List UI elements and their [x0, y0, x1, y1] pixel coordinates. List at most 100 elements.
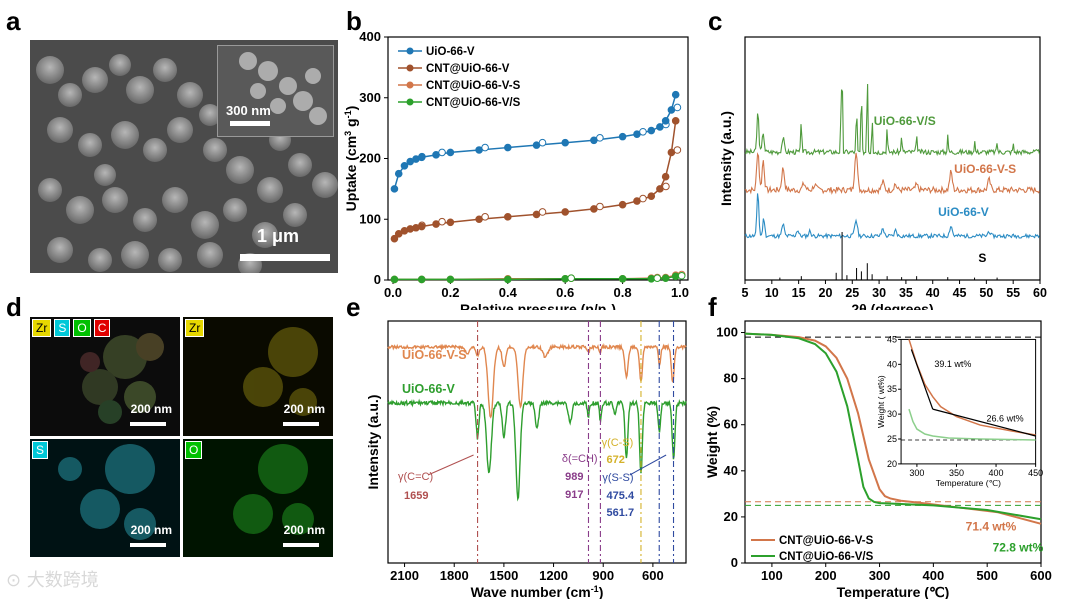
- x-tick-label: 30: [872, 286, 886, 300]
- data-point: [618, 274, 627, 283]
- y-tick-label: 80: [724, 371, 738, 386]
- data-point-desorption: [639, 194, 647, 203]
- series-label: UiO-66-V: [402, 382, 455, 396]
- data-point-desorption: [538, 208, 547, 216]
- eds-s-texture: [58, 444, 156, 540]
- eds-legend: S: [32, 441, 49, 459]
- y-tick-label: 200: [359, 151, 381, 166]
- y-tick-label: 100: [359, 211, 381, 226]
- x-tick-label: 0.6: [556, 285, 574, 300]
- xrd-pattern-uio66v: [744, 193, 1040, 240]
- annotation-arrow: [427, 454, 474, 476]
- y-axis-label: Intensity (a.u.): [718, 111, 734, 206]
- annotation-value: 475.4: [607, 490, 635, 502]
- data-point-desorption: [538, 138, 547, 147]
- data-point: [561, 138, 569, 147]
- data-point: [661, 274, 670, 282]
- inset-x-tick-label: 450: [1028, 468, 1043, 478]
- x-tick-label: 1800: [440, 568, 469, 583]
- data-point-desorption: [639, 127, 647, 136]
- inset-y-tick-label: 20: [887, 459, 897, 469]
- eds-zr-texture: [243, 327, 318, 416]
- legend-label: CNT@UiO-66-V/S: [426, 97, 521, 109]
- annotation-value: 1659: [404, 490, 428, 502]
- x-tick-label: 15: [792, 286, 806, 300]
- x-tick-label: 45: [953, 286, 967, 300]
- inset-x-tick-label: 300: [909, 468, 924, 478]
- sem-texture: [30, 40, 338, 273]
- legend-label: UiO-66-V: [426, 46, 475, 58]
- inset-y-tick-label: 45: [887, 334, 897, 344]
- x-tick-label: 20: [819, 286, 833, 300]
- x-tick-label: 40: [926, 286, 940, 300]
- eds-tile-zr: Zr 200 nm: [183, 317, 333, 436]
- data-point-desorption: [438, 217, 446, 226]
- annotation-value: 672: [607, 454, 625, 466]
- eds-scale-bar: [130, 422, 166, 426]
- data-point-desorption: [677, 271, 686, 280]
- eds-tile-o: O 200 nm: [183, 439, 333, 557]
- sem-inset-texture: [218, 46, 333, 136]
- inset-y-axis-label: Weight ( wt%): [876, 375, 886, 428]
- x-tick-label: 200: [815, 568, 837, 583]
- data-point: [390, 275, 399, 284]
- inset-frame: [900, 338, 1037, 465]
- tga-curve-1: [744, 332, 1042, 521]
- x-tick-label: 60: [1033, 286, 1047, 300]
- ftir-spectrum-uio66v: [387, 398, 687, 502]
- data-point: [661, 172, 670, 181]
- eds-scale-bar: [283, 422, 319, 426]
- panel-letter-a: a: [6, 6, 21, 36]
- chart-b: 0.0 0.2 0.4 0.6 0.8 1.0 0 100 200 300 400 Relative …: [343, 29, 689, 310]
- eds-tile-s: S 200 nm: [30, 439, 180, 557]
- x-tick-label: 0.4: [499, 285, 518, 300]
- y-tick-label: 300: [359, 90, 381, 105]
- data-point-desorption: [438, 148, 446, 157]
- data-point-desorption: [596, 202, 604, 211]
- chart-c: 5 10 15 20 25 30 35 40 45 50 55 60 2θ (degrees) Inten…: [718, 36, 1047, 310]
- data-point-desorption: [673, 103, 682, 112]
- main-scale-label: 1 μm: [257, 226, 300, 246]
- eds-scale-bar: [130, 543, 166, 547]
- inset-label: 26.6 wt%: [987, 414, 1024, 424]
- y-tick-label: 100: [716, 325, 738, 340]
- annotation-label: γ(C-S): [602, 437, 634, 449]
- panel-letter-d: d: [6, 292, 22, 322]
- legend-label: CNT@UiO-66-V: [426, 63, 510, 75]
- data-point: [400, 161, 409, 170]
- data-point: [390, 234, 399, 243]
- eds-label-o: O: [185, 441, 203, 459]
- x-tick-label: 35: [899, 286, 913, 300]
- panel-letter-c: c: [708, 6, 723, 36]
- plot-frame: [744, 320, 1042, 564]
- chart-f: 100 200 300 400 500 600 0 20 40 60 80 100 Temperatur…: [705, 320, 1052, 599]
- x-axis-label: Wave number (cm-1): [471, 584, 604, 599]
- inset-tangent-line: [910, 349, 934, 410]
- eds-o-texture: [233, 444, 314, 535]
- y-tick-label: 400: [359, 29, 381, 44]
- inset-y-tick-label: 25: [887, 434, 897, 444]
- legend-label: CNT@UiO-66-V-S: [779, 535, 874, 547]
- annotation-arrow: [629, 454, 667, 476]
- eds-label-s: S: [32, 441, 49, 459]
- x-tick-label: 1200: [539, 568, 568, 583]
- x-tick-label: 600: [642, 568, 664, 583]
- data-point: [618, 200, 627, 209]
- panel-letter-b: b: [346, 6, 362, 36]
- xrd-pattern-uio66vs: [744, 83, 1040, 157]
- eds-scale-bar: [283, 543, 319, 547]
- eds-legend: Zr S O C: [32, 319, 111, 337]
- eds-scale-label: 200 nm: [130, 523, 172, 537]
- data-point-desorption: [653, 274, 662, 282]
- x-tick-label: 50: [979, 286, 993, 300]
- eds-label-zr: Zr: [185, 319, 205, 337]
- y-axis-label: Intensity (a.u.): [365, 395, 381, 490]
- x-tick-label: 100: [761, 568, 783, 583]
- x-tick-label: 0.0: [384, 285, 402, 300]
- inset-x-axis-label: Temperature (℃): [936, 478, 1001, 488]
- data-point: [647, 192, 656, 200]
- legend-label: CNT@UiO-66-V-S: [426, 80, 521, 92]
- legend-marker: [406, 98, 414, 106]
- annotation-label: γ(C=C): [398, 471, 433, 483]
- data-point: [504, 213, 512, 221]
